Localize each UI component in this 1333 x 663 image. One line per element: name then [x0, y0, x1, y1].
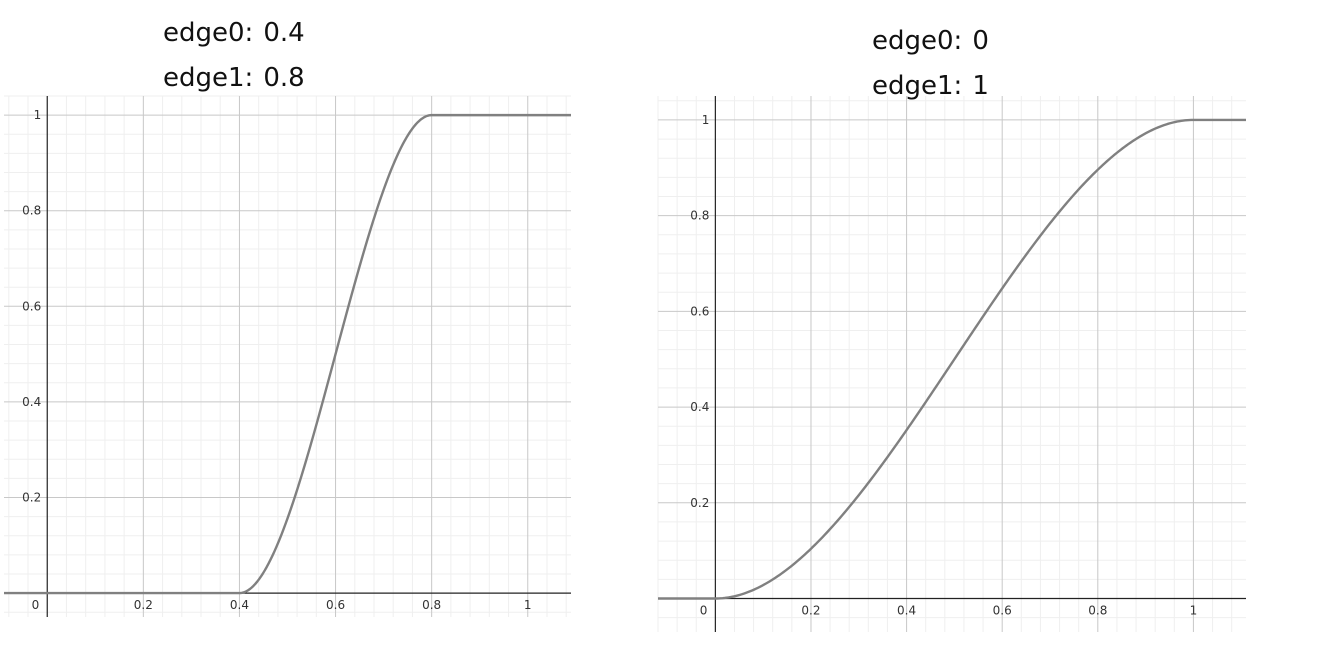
y-tick-label: 0.8 [690, 209, 709, 223]
data-point [238, 592, 240, 594]
edge0-value: 0 [972, 26, 989, 56]
smoothstep-curve [4, 113, 571, 595]
data-point [905, 429, 907, 431]
data-point [762, 584, 764, 586]
data-point [286, 517, 288, 519]
data-point [1245, 119, 1247, 121]
edge1-value: 1 [972, 71, 989, 101]
data-point [1001, 287, 1003, 289]
data-point [358, 265, 360, 267]
data-point [262, 571, 264, 573]
x-tick-label: 0.4 [230, 598, 249, 612]
data-point [657, 597, 659, 599]
smoothstep-chart-right: 0.2 0.4 0.6 0.8 1 0.2 0.4 0.6 0.8 1 0 [657, 96, 1247, 632]
x-tick-label: 0.6 [993, 604, 1012, 618]
data-point [570, 114, 572, 116]
edge1-value: 0.8 [263, 63, 305, 93]
data-point [858, 494, 860, 496]
edge0-label: edge0: [872, 26, 963, 56]
y-tick-label: 0.2 [22, 491, 41, 505]
y-tick-label: 0.4 [22, 395, 41, 409]
origin-label: 0 [32, 598, 40, 612]
edge0-param-left: edge0: 0.4 [163, 18, 305, 48]
y-tick-label: 0.8 [22, 204, 41, 218]
data-point [406, 134, 408, 136]
edge0-param-right: edge0: 0 [872, 26, 989, 56]
data-point [1144, 132, 1146, 134]
data-point [430, 114, 432, 116]
y-tick-label: 1 [34, 108, 42, 122]
y-tick-label: 0.6 [22, 299, 41, 313]
x-tick-label: 1 [1190, 604, 1198, 618]
x-tick-label: 1 [524, 598, 532, 612]
y-tick-label: 1 [702, 113, 710, 127]
data-point [1192, 119, 1194, 121]
data-point [382, 188, 384, 190]
y-tick-label: 0.6 [690, 304, 709, 318]
data-point [3, 592, 5, 594]
data-point [953, 358, 955, 360]
x-tick-label: 0.4 [897, 604, 916, 618]
data-point [1097, 169, 1099, 171]
edge1-label: edge1: [163, 63, 254, 93]
edge0-label: edge0: [163, 18, 254, 48]
y-tick-label: 0.4 [690, 400, 709, 414]
x-tick-label: 0.8 [422, 598, 441, 612]
data-point [334, 353, 336, 355]
smoothstep-curve [658, 118, 1246, 600]
smoothstep-chart-left: 0.2 0.4 0.6 0.8 1 0.2 0.4 0.6 0.8 1 0 [3, 95, 572, 617]
data-point [714, 597, 716, 599]
y-tick-label: 0.2 [690, 496, 709, 510]
data-point [1049, 222, 1051, 224]
origin-label: 0 [700, 604, 708, 618]
x-tick-label: 0.6 [326, 598, 345, 612]
x-tick-label: 0.8 [1088, 604, 1107, 618]
data-point [310, 441, 312, 443]
x-tick-label: 0.2 [134, 598, 153, 612]
data-point [810, 548, 812, 550]
edge1-param-left: edge1: 0.8 [163, 63, 305, 93]
x-tick-label: 0.2 [801, 604, 820, 618]
edge0-value: 0.4 [263, 18, 305, 48]
